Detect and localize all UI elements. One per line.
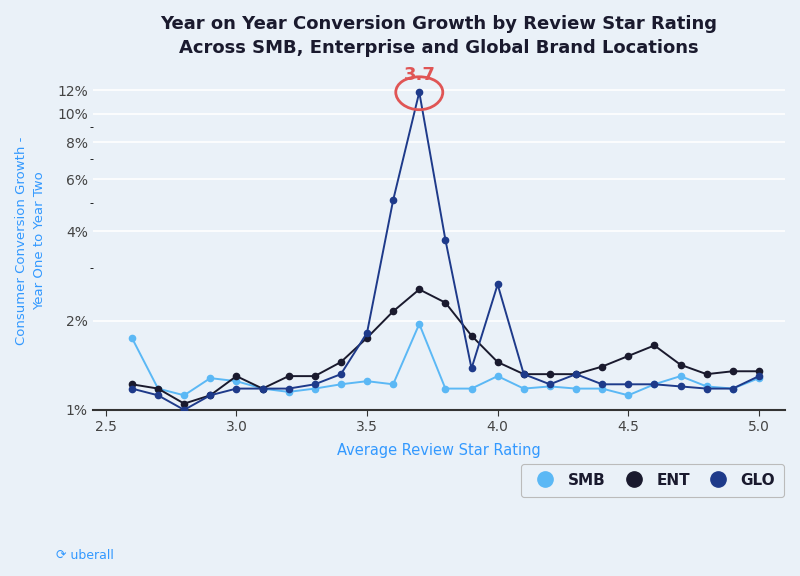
SMB	[284, 388, 294, 395]
SMB	[154, 385, 163, 392]
GLO	[702, 385, 711, 392]
Y-axis label: Consumer Conversion Growth -
Year One to Year Two: Consumer Conversion Growth - Year One to…	[15, 137, 46, 345]
SMB	[650, 381, 659, 388]
GLO	[598, 381, 607, 388]
ENT	[362, 335, 372, 342]
SMB	[623, 392, 633, 399]
SMB	[127, 335, 137, 342]
SMB	[598, 385, 607, 392]
ENT	[728, 368, 738, 375]
SMB	[545, 383, 554, 390]
SMB	[676, 373, 686, 380]
ENT	[441, 299, 450, 306]
GLO	[179, 407, 189, 414]
GLO	[466, 365, 476, 372]
SMB	[414, 320, 424, 327]
ENT	[545, 371, 554, 378]
SMB	[232, 378, 242, 385]
SMB	[310, 385, 319, 392]
SMB	[206, 374, 215, 381]
SMB	[388, 381, 398, 388]
GLO	[284, 385, 294, 392]
ENT	[388, 308, 398, 315]
GLO	[336, 371, 346, 378]
GLO	[493, 281, 502, 288]
GLO	[441, 236, 450, 243]
GLO	[362, 329, 372, 336]
ENT	[676, 361, 686, 368]
SMB	[519, 385, 529, 392]
ENT	[232, 373, 242, 380]
GLO	[676, 383, 686, 390]
ENT	[414, 286, 424, 293]
Line: ENT: ENT	[129, 286, 762, 407]
GLO	[414, 89, 424, 96]
SMB	[258, 385, 267, 392]
ENT	[754, 368, 764, 375]
SMB	[362, 378, 372, 385]
GLO	[206, 392, 215, 399]
X-axis label: Average Review Star Rating: Average Review Star Rating	[337, 442, 541, 458]
ENT	[598, 363, 607, 370]
Legend: SMB, ENT, GLO: SMB, ENT, GLO	[521, 464, 784, 497]
ENT	[284, 373, 294, 380]
Title: Year on Year Conversion Growth by Review Star Rating
Across SMB, Enterprise and : Year on Year Conversion Growth by Review…	[160, 15, 718, 56]
ENT	[336, 359, 346, 366]
GLO	[310, 381, 319, 388]
ENT	[258, 385, 267, 392]
SMB	[571, 385, 581, 392]
GLO	[258, 385, 267, 392]
GLO	[519, 371, 529, 378]
SMB	[702, 383, 711, 390]
ENT	[493, 359, 502, 366]
GLO	[728, 385, 738, 392]
GLO	[545, 381, 554, 388]
SMB	[441, 385, 450, 392]
ENT	[702, 371, 711, 378]
GLO	[232, 385, 242, 392]
ENT	[650, 342, 659, 349]
ENT	[623, 353, 633, 359]
GLO	[650, 381, 659, 388]
Text: ⟳ uberall: ⟳ uberall	[56, 548, 114, 562]
SMB	[336, 381, 346, 388]
SMB	[728, 385, 738, 392]
ENT	[466, 332, 476, 339]
ENT	[310, 373, 319, 380]
GLO	[754, 373, 764, 380]
ENT	[519, 371, 529, 378]
ENT	[127, 381, 137, 388]
GLO	[388, 197, 398, 204]
ENT	[206, 392, 215, 399]
Text: 3.7: 3.7	[403, 66, 435, 84]
SMB	[754, 374, 764, 381]
Line: SMB: SMB	[129, 321, 762, 399]
SMB	[179, 392, 189, 399]
GLO	[623, 381, 633, 388]
ENT	[571, 371, 581, 378]
GLO	[127, 385, 137, 392]
SMB	[466, 385, 476, 392]
SMB	[493, 373, 502, 380]
ENT	[179, 400, 189, 407]
GLO	[154, 392, 163, 399]
ENT	[154, 385, 163, 392]
GLO	[571, 371, 581, 378]
Line: GLO: GLO	[129, 89, 762, 413]
